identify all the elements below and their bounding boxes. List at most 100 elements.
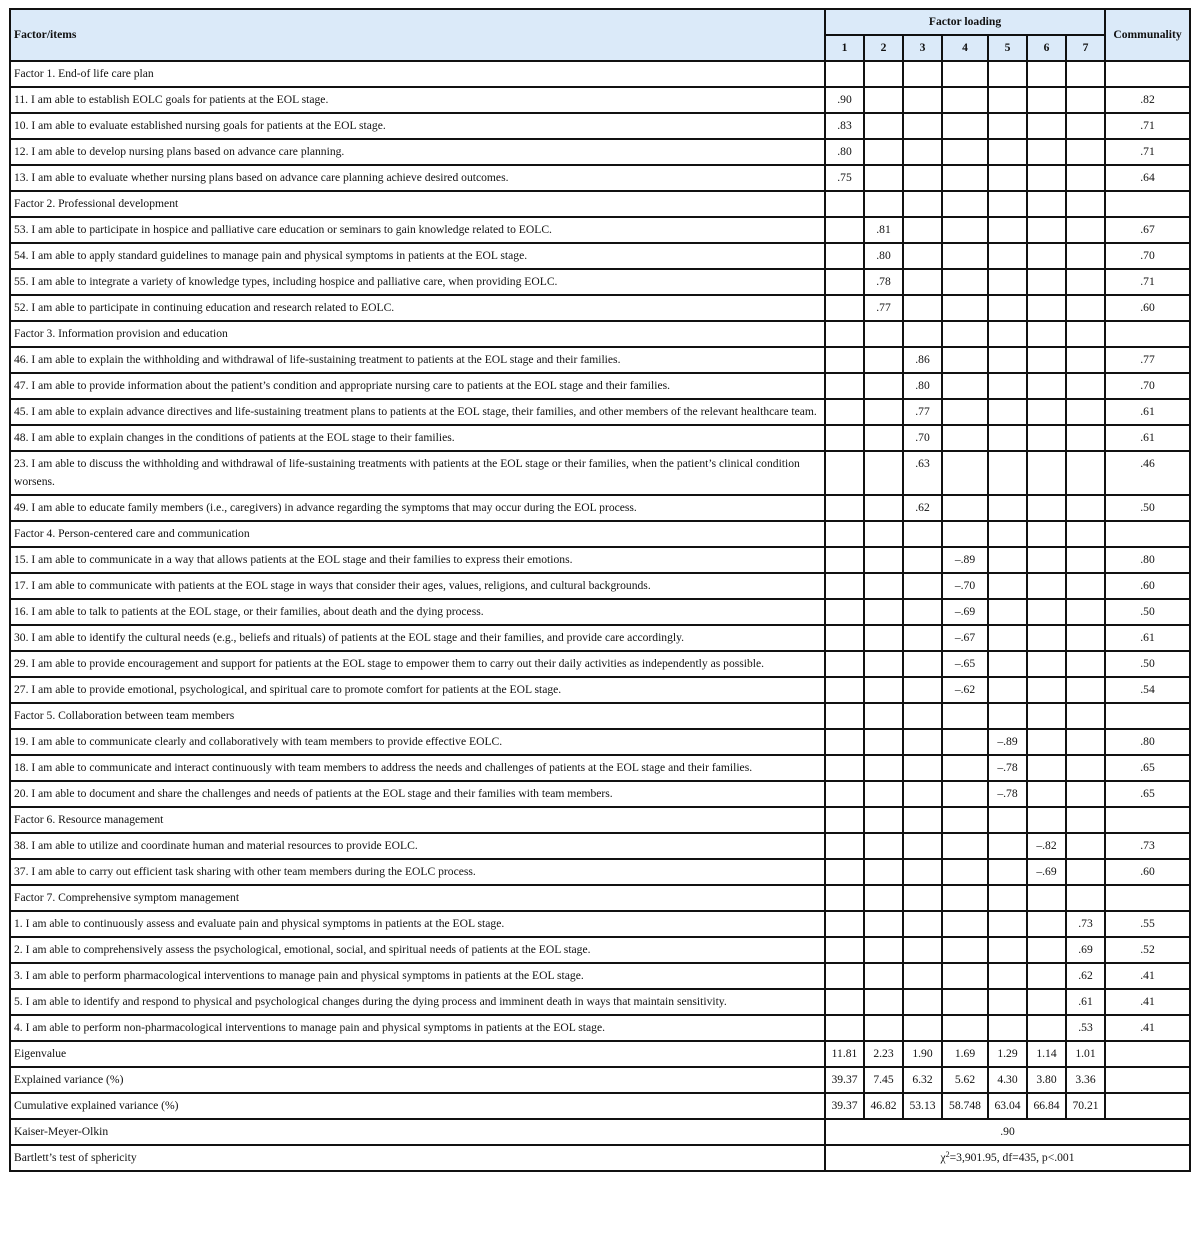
item-label: 53. I am able to participate in hospice …	[9, 216, 826, 244]
table-row: 30. I am able to identify the cultural n…	[9, 624, 1191, 652]
loading-cell-factor-6	[1026, 754, 1067, 782]
loading-cell-factor-7	[1065, 546, 1106, 574]
loading-cell-factor-5	[987, 372, 1028, 400]
table-row: 17. I am able to communicate with patien…	[9, 572, 1191, 600]
loading-cell-factor-6	[1026, 936, 1067, 964]
loading-cell-factor-5	[987, 806, 1028, 834]
factor-heading-row: Factor 2. Professional development	[9, 190, 1191, 218]
loading-cell-factor-4: 5.62	[941, 1066, 989, 1094]
factor-heading-row: Factor 7. Comprehensive symptom manageme…	[9, 884, 1191, 912]
communality-cell: .80	[1104, 546, 1191, 574]
loading-cell-factor-7: .53	[1065, 1014, 1106, 1042]
loading-cell-factor-3	[902, 138, 943, 166]
item-label: 49. I am able to educate family members …	[9, 494, 826, 522]
loading-cell-factor-3	[902, 624, 943, 652]
item-label: 38. I am able to utilize and coordinate …	[9, 832, 826, 860]
loading-cell-factor-2	[863, 988, 904, 1016]
factor-heading-row: Factor 6. Resource management	[9, 806, 1191, 834]
loading-cell-factor-2	[863, 86, 904, 114]
loading-cell-factor-3	[902, 572, 943, 600]
loading-cell-factor-4	[941, 86, 989, 114]
communality-cell: .55	[1104, 910, 1191, 938]
loading-cell-factor-6	[1026, 910, 1067, 938]
loading-cell-factor-4	[941, 494, 989, 522]
loading-cell-factor-5	[987, 424, 1028, 452]
loading-cell-factor-2: 2.23	[863, 1040, 904, 1068]
loading-cell-factor-1	[824, 372, 865, 400]
loading-cell-factor-4	[941, 320, 989, 348]
loading-cell-factor-5	[987, 164, 1028, 192]
loading-cell-factor-2	[863, 806, 904, 834]
communality-cell	[1104, 520, 1191, 548]
loading-cell-factor-6: –.69	[1026, 858, 1067, 886]
loading-cell-factor-7	[1065, 624, 1106, 652]
loading-cell-factor-7	[1065, 676, 1106, 704]
table-row: 29. I am able to provide encouragement a…	[9, 650, 1191, 678]
loading-cell-factor-4	[941, 884, 989, 912]
table-row: 54. I am able to apply standard guidelin…	[9, 242, 1191, 270]
loading-cell-factor-7	[1065, 398, 1106, 426]
loading-cell-factor-5	[987, 520, 1028, 548]
table-row: 12. I am able to develop nursing plans b…	[9, 138, 1191, 166]
loading-cell-factor-5	[987, 138, 1028, 166]
loading-cell-factor-2	[863, 60, 904, 88]
loading-cell-factor-4	[941, 806, 989, 834]
loading-cell-factor-6	[1026, 598, 1067, 626]
loading-cell-factor-4	[941, 268, 989, 296]
table-row: 16. I am able to talk to patients at the…	[9, 598, 1191, 626]
communality-cell	[1104, 806, 1191, 834]
loading-cell-factor-3	[902, 936, 943, 964]
loading-cell-factor-4	[941, 520, 989, 548]
loading-cell-factor-2	[863, 320, 904, 348]
loading-cell-factor-7	[1065, 884, 1106, 912]
loading-cell-factor-5	[987, 936, 1028, 964]
loading-cell-factor-5	[987, 962, 1028, 990]
loading-cell-factor-7	[1065, 60, 1106, 88]
loading-cell-factor-5: 4.30	[987, 1066, 1028, 1094]
loading-cell-factor-5	[987, 546, 1028, 574]
loading-cell-factor-2: .80	[863, 242, 904, 270]
loading-cell-factor-1: .80	[824, 138, 865, 166]
communality-cell: .70	[1104, 242, 1191, 270]
loading-cell-factor-1	[824, 962, 865, 990]
loading-cell-factor-5: –.78	[987, 780, 1028, 808]
table-row: Explained variance (%) 39.37 7.45 6.32 5.62 4…	[9, 1066, 1191, 1094]
loading-cell-factor-5	[987, 216, 1028, 244]
communality-cell: .41	[1104, 1014, 1191, 1042]
loading-cell-factor-2	[863, 832, 904, 860]
loading-cell-factor-7	[1065, 520, 1106, 548]
communality-cell: .41	[1104, 988, 1191, 1016]
loading-cell-factor-2	[863, 702, 904, 730]
table-row: 19. I am able to communicate clearly and…	[9, 728, 1191, 756]
table-row: 49. I am able to educate family members …	[9, 494, 1191, 522]
loading-cell-factor-7	[1065, 346, 1106, 374]
loading-cell-factor-3	[902, 546, 943, 574]
communality-cell: .61	[1104, 624, 1191, 652]
loading-cell-factor-5: –.89	[987, 728, 1028, 756]
item-label: 4. I am able to perform non-pharmacologi…	[9, 1014, 826, 1042]
loading-cell-factor-5	[987, 884, 1028, 912]
communality-cell	[1104, 884, 1191, 912]
loading-cell-factor-1	[824, 936, 865, 964]
loading-cell-factor-2	[863, 190, 904, 218]
loading-cell-factor-4	[941, 372, 989, 400]
factor-1-header: 1	[824, 34, 865, 62]
loading-cell-factor-4	[941, 728, 989, 756]
loading-cell-factor-3	[902, 676, 943, 704]
loading-cell-factor-1	[824, 598, 865, 626]
loading-cell-factor-1	[824, 624, 865, 652]
factor-4-header: 4	[941, 34, 989, 62]
loading-cell-factor-2: .81	[863, 216, 904, 244]
loading-cell-factor-5: 1.29	[987, 1040, 1028, 1068]
loading-cell-factor-4: –.69	[941, 598, 989, 626]
factor-3-header: 3	[902, 34, 943, 62]
loading-cell-factor-3: 1.90	[902, 1040, 943, 1068]
chi-superscript: 2	[945, 1150, 950, 1159]
loading-cell-factor-2	[863, 572, 904, 600]
loading-cell-factor-2	[863, 728, 904, 756]
loading-cell-factor-3: .62	[902, 494, 943, 522]
loading-cell-factor-7: 70.21	[1065, 1092, 1106, 1120]
loading-cell-factor-2	[863, 424, 904, 452]
loading-cell-factor-2	[863, 346, 904, 374]
loading-cell-factor-3	[902, 702, 943, 730]
